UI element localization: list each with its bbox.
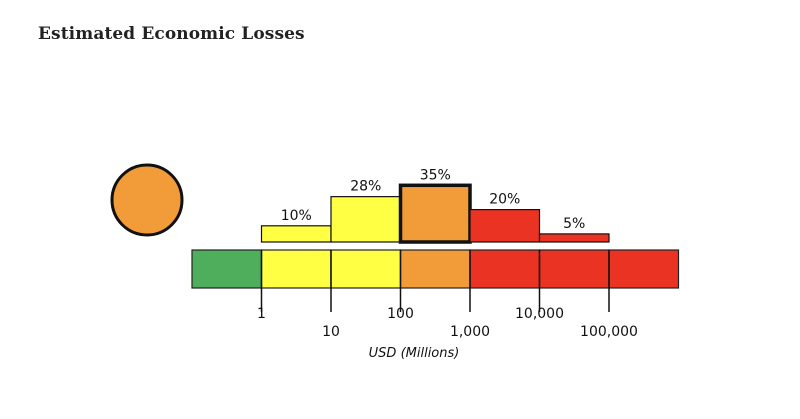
bar-value-label: 35% xyxy=(420,167,451,183)
scale-segment xyxy=(608,249,680,289)
tick-label: 1 xyxy=(257,306,266,322)
scale-segment xyxy=(330,249,402,289)
x-axis-label: USD (Millions) xyxy=(369,346,460,361)
scale-segment xyxy=(260,249,332,289)
bar-value-label: 5% xyxy=(563,216,585,232)
scale-segment xyxy=(399,249,471,289)
tick-label: 1,000 xyxy=(450,324,490,340)
scale-segment xyxy=(469,249,541,289)
scale-segment xyxy=(191,249,263,289)
histogram-bar xyxy=(538,233,610,243)
histogram-bar xyxy=(469,209,541,243)
histogram-bar xyxy=(260,225,332,243)
tick-label: 100 xyxy=(387,306,414,322)
chart-title: Estimated Economic Losses xyxy=(38,24,305,44)
scale-segment xyxy=(538,249,610,289)
histogram-bar xyxy=(398,183,472,244)
tick-label: 100,000 xyxy=(580,324,638,340)
bar-value-label: 10% xyxy=(281,208,312,224)
alert-level-circle xyxy=(110,163,184,237)
histogram-bar xyxy=(330,196,402,243)
tick-label: 10 xyxy=(322,324,340,340)
bar-value-label: 28% xyxy=(350,179,381,195)
bar-value-label: 20% xyxy=(489,192,520,208)
tick-label: 10,000 xyxy=(515,306,564,322)
